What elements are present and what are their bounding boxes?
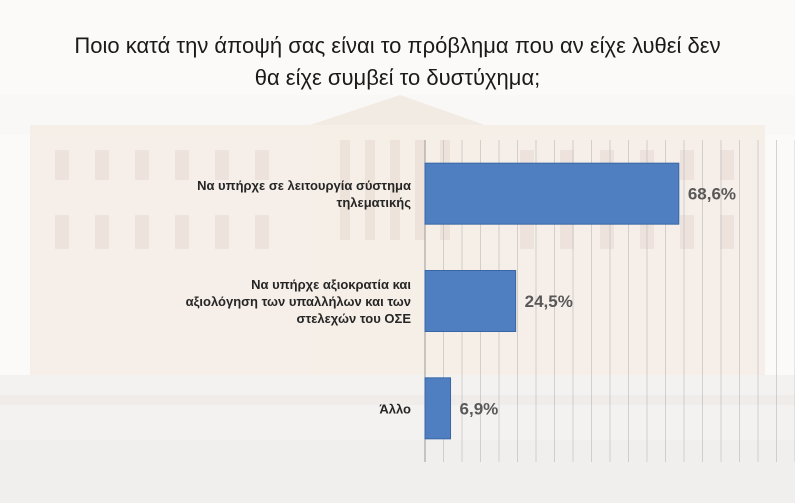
category-label-line: στελεχών του ΟΣΕ: [297, 311, 412, 326]
chart-title-line-2: θα είχε συμβεί το δυστύχημα;: [254, 65, 541, 90]
category-label-1: Να υπήρχε σε λειτουργία σύστημα τηλεματικ…: [197, 178, 411, 210]
category-label-line: τηλεματικής: [337, 195, 412, 210]
chart-title: Ποιο κατά την άποψή σας είναι το πρόβλημ…: [0, 30, 795, 94]
value-label-1: 68,6%: [688, 185, 736, 204]
value-label-3: 6,9%: [460, 399, 499, 418]
bar-3: [424, 377, 452, 440]
bar-2: [424, 270, 517, 332]
category-label-line: Να υπήρχε αξιοκρατία και: [251, 277, 411, 292]
category-label-line: Να υπήρχε σε λειτουργία σύστημα: [197, 178, 411, 193]
category-label-line: Άλλο: [379, 401, 411, 416]
category-label-line: αξιολόγηση των υπαλλήλων και των: [186, 294, 411, 309]
chart-title-line-1: Ποιο κατά την άποψή σας είναι το πρόβλημ…: [74, 33, 721, 58]
value-label-2: 24,5%: [525, 292, 573, 311]
bar-1: [424, 162, 680, 225]
category-label-2: Να υπήρχε αξιοκρατία και αξιολόγηση των υ…: [186, 277, 412, 326]
category-label-3: Άλλο: [379, 401, 411, 416]
